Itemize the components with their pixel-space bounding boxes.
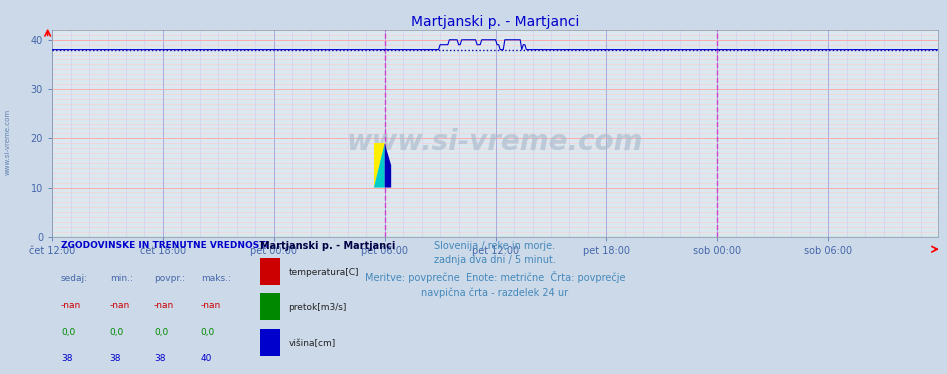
Text: 0,0: 0,0 — [154, 328, 169, 337]
Text: 38: 38 — [154, 354, 166, 363]
Text: www.si-vreme.com: www.si-vreme.com — [5, 109, 10, 175]
Text: www.si-vreme.com: www.si-vreme.com — [347, 128, 643, 156]
Bar — [260, 329, 279, 356]
Text: -nan: -nan — [110, 301, 130, 310]
Text: sedaj:: sedaj: — [61, 274, 88, 283]
Text: maks.:: maks.: — [201, 274, 231, 283]
Text: Martjanski p. - Martjanci: Martjanski p. - Martjanci — [260, 241, 396, 251]
Polygon shape — [374, 143, 384, 187]
Text: temperatura[C]: temperatura[C] — [289, 268, 359, 278]
Text: 38: 38 — [110, 354, 121, 363]
Text: Slovenija / reke in morje.
zadnja dva dni / 5 minut.
Meritve: povprečne  Enote: : Slovenija / reke in morje. zadnja dva dn… — [365, 241, 625, 298]
Text: 0,0: 0,0 — [61, 328, 75, 337]
Title: Martjanski p. - Martjanci: Martjanski p. - Martjanci — [411, 15, 579, 29]
Text: -nan: -nan — [154, 301, 174, 310]
Text: 38: 38 — [61, 354, 72, 363]
Text: povpr.:: povpr.: — [154, 274, 185, 283]
Text: višina[cm]: višina[cm] — [289, 339, 336, 348]
Bar — [260, 258, 279, 285]
Polygon shape — [374, 143, 384, 187]
Text: 40: 40 — [201, 354, 212, 363]
Bar — [260, 293, 279, 319]
Text: min.:: min.: — [110, 274, 133, 283]
Text: ZGODOVINSKE IN TRENUTNE VREDNOSTI: ZGODOVINSKE IN TRENUTNE VREDNOSTI — [61, 241, 269, 250]
Text: pretok[m3/s]: pretok[m3/s] — [289, 303, 347, 312]
Text: 0,0: 0,0 — [201, 328, 215, 337]
Text: -nan: -nan — [61, 301, 81, 310]
Polygon shape — [384, 143, 391, 187]
Text: 0,0: 0,0 — [110, 328, 124, 337]
Text: -nan: -nan — [201, 301, 221, 310]
